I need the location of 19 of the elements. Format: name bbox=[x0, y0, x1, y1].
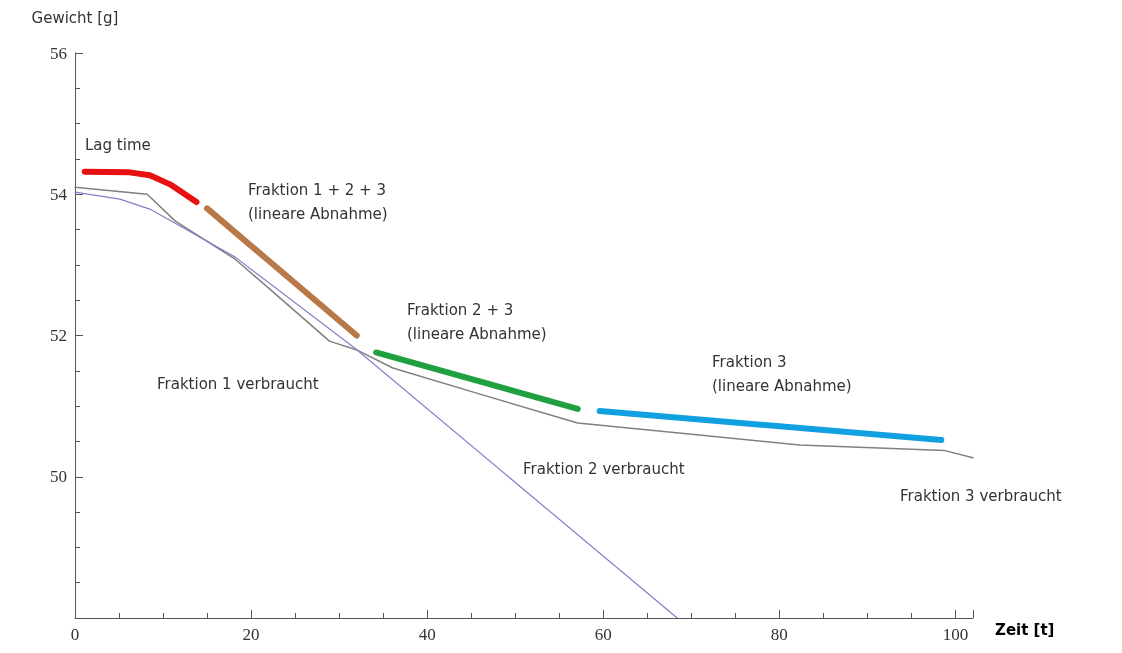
x-tick-label: 80 bbox=[770, 625, 788, 644]
annotation: Fraktion 2 + 3 (lineare Abnahme) bbox=[407, 301, 547, 343]
x-tick-label: 40 bbox=[418, 625, 436, 644]
y-tick-label: 52 bbox=[50, 326, 67, 345]
y-axis-title: Gewicht [g] bbox=[31, 8, 119, 27]
annotation: Fraktion 3 verbraucht bbox=[900, 487, 1062, 505]
annotation: Lag time bbox=[85, 136, 151, 154]
y-tick-label: 56 bbox=[50, 43, 67, 63]
x-tick-label: 0 bbox=[70, 625, 80, 644]
y-tick-label: 50 bbox=[50, 467, 67, 487]
annotation: Fraktion 1 verbraucht bbox=[157, 375, 319, 393]
y-tick-label: 54 bbox=[50, 184, 68, 204]
x-tick-label: 60 bbox=[594, 625, 612, 644]
x-tick-label: 20 bbox=[242, 625, 260, 644]
x-axis-title: Zeit [t] bbox=[995, 620, 1055, 639]
x-tick-label: 100 bbox=[942, 625, 969, 644]
annotation: Fraktion 2 verbraucht bbox=[523, 460, 685, 478]
annotation: Fraktion 3 (lineare Abnahme) bbox=[712, 353, 852, 395]
annotation: Fraktion 1 + 2 + 3 (lineare Abnahme) bbox=[248, 181, 388, 223]
